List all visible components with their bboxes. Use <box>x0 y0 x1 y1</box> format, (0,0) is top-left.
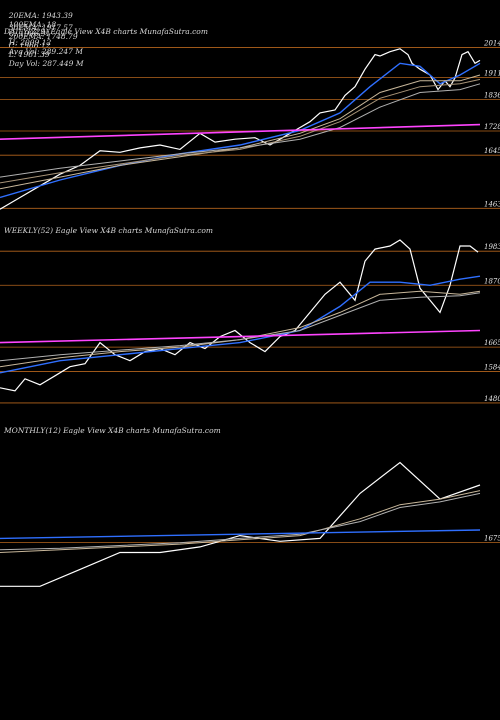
header-100ema: 100EMA: 18 <box>8 20 57 29</box>
weekly-tick-label: 1584 <box>484 364 500 372</box>
header-day-vol: Day Vol: 287.449 M <box>8 59 84 68</box>
header-close-2: C: 1966.12 <box>8 41 51 50</box>
daily-series-price <box>0 48 481 210</box>
monthly-panel: 1675 <box>0 461 500 587</box>
weekly-series-price <box>0 239 479 392</box>
daily-panel-title: DAILY(229) Eagle View X4B charts MunafaS… <box>4 27 208 36</box>
weekly-series-ema-blue <box>0 275 481 374</box>
header-line-1: 20EMA: 1943.39 100EMA: 18 C: 1996.91 H: … <box>4 2 104 56</box>
daily-series-ema-tan-2 <box>0 78 481 184</box>
daily-tick-label: 1645 <box>484 147 500 155</box>
weekly-series-trend-magenta <box>0 329 481 344</box>
weekly-tick-label: 1983 <box>484 243 500 251</box>
monthly-series-ema-grey <box>0 492 481 551</box>
monthly-series-ema-tan <box>0 490 481 553</box>
daily-series-ema-grey <box>0 83 481 178</box>
daily-tick-label: 2014 <box>483 40 500 48</box>
weekly-panel: 1983 1870 1665 1584 1480 <box>0 239 500 404</box>
header-line-2: 30EMA: 1917.57 200EMA: 1748.79 C: 1966.1… <box>4 14 104 68</box>
header-200ema: 200EMA: 1748.79 <box>8 32 78 41</box>
header-low: L: 1961.39 <box>8 50 50 59</box>
header-avg-vol: Avg Vol: 289.247 M <box>8 47 83 56</box>
monthly-series-ema-blue <box>0 529 481 540</box>
daily-series-ema-tan-1 <box>0 74 481 190</box>
monthly-panel-title: MONTHLY(12) Eagle View X4B charts Munafa… <box>4 426 221 435</box>
daily-tick-label: 1463 <box>484 200 500 208</box>
weekly-tick-label: 1870 <box>484 277 500 285</box>
header-close: C: 1996.91 <box>8 29 51 38</box>
weekly-tick-label: 1480 <box>484 395 500 403</box>
daily-series-trend-magenta <box>0 123 481 140</box>
weekly-series-ema-grey <box>0 292 481 362</box>
monthly-series-price <box>0 461 481 587</box>
header-20ema: 20EMA: 1943.39 <box>8 11 73 20</box>
header-30ema: 30EMA: 1917.57 <box>8 23 73 32</box>
daily-tick-label: 1836 <box>484 92 500 100</box>
daily-tick-label: 1728 <box>484 123 500 131</box>
daily-series-ema-blue <box>0 62 481 199</box>
weekly-series-ema-tan <box>0 290 481 368</box>
weekly-tick-label: 1665 <box>484 339 500 347</box>
monthly-tick-label: 1675 <box>484 535 500 543</box>
header-high: H: 2009.12 <box>8 38 52 47</box>
weekly-panel-title: WEEKLY(52) Eagle View X4B charts MunafaS… <box>4 226 214 235</box>
